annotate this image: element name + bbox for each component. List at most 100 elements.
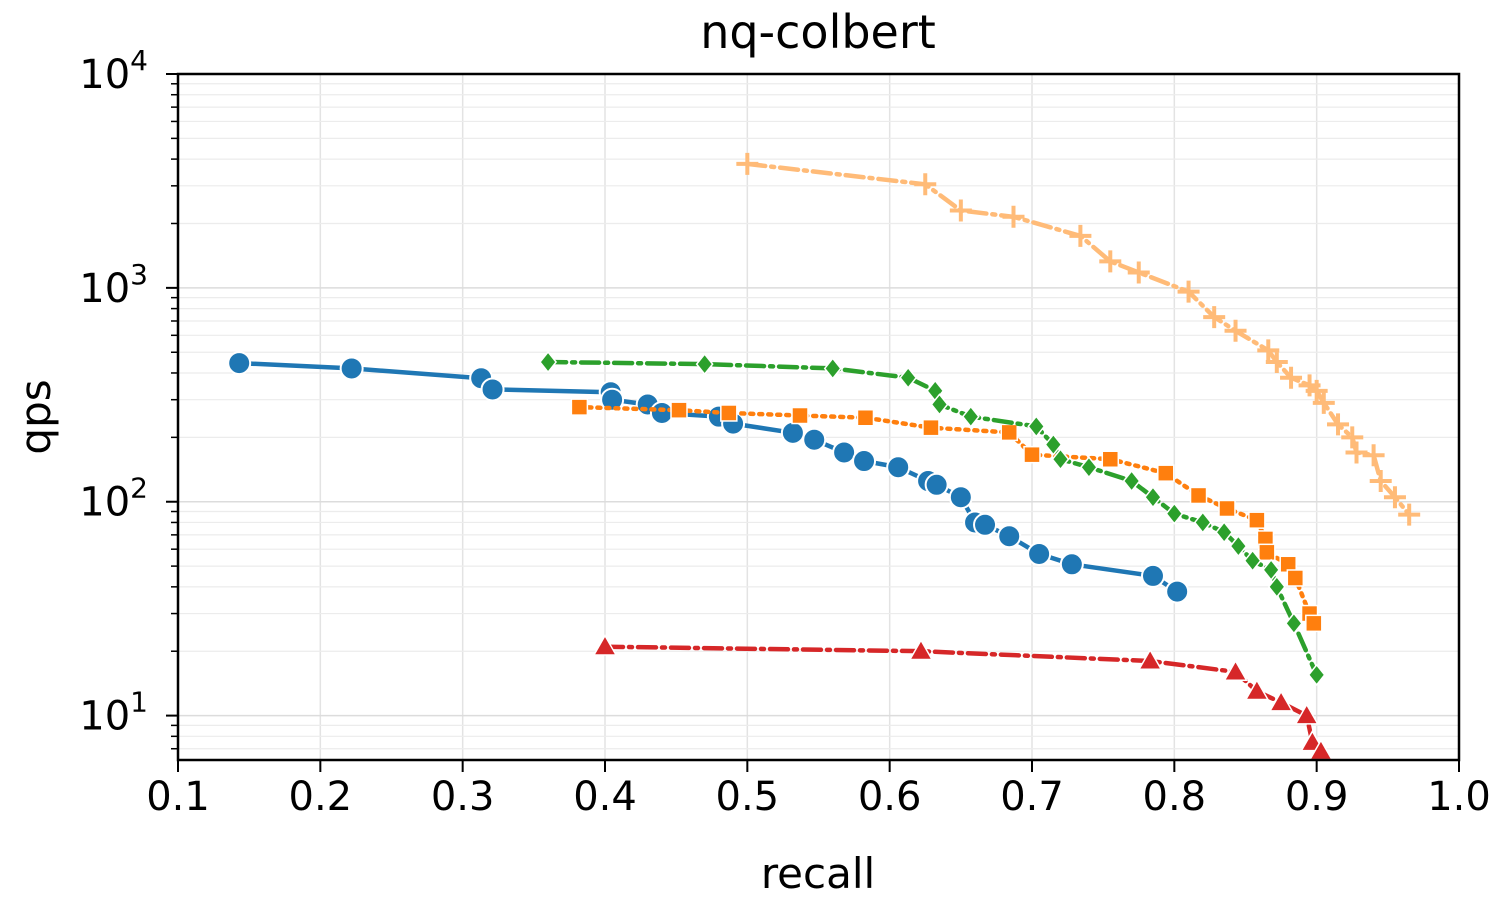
plot-frame — [176, 72, 1461, 762]
data-point — [1144, 486, 1162, 509]
data-point — [1023, 445, 1041, 464]
data-point — [1243, 549, 1262, 572]
data-point — [1262, 558, 1281, 582]
data-point — [1268, 690, 1294, 712]
data-point — [780, 420, 805, 445]
x-tick-label: 0.7 — [1000, 774, 1064, 820]
data-point — [1224, 319, 1247, 342]
data-point — [852, 449, 877, 474]
data-point — [973, 512, 998, 537]
data-point — [1079, 456, 1098, 479]
data-point — [736, 152, 759, 175]
data-point — [1027, 415, 1046, 438]
data-point — [570, 398, 589, 416]
data-point — [1307, 663, 1326, 687]
data-point — [600, 387, 625, 412]
data-point — [1165, 502, 1184, 525]
data-point — [924, 472, 949, 497]
data-point — [1345, 441, 1368, 464]
data-point — [1369, 470, 1392, 493]
data-point — [1305, 614, 1323, 633]
data-point — [922, 418, 940, 437]
data-point — [1203, 306, 1226, 329]
series-lightorange — [736, 152, 1421, 526]
data-point — [1051, 448, 1070, 471]
data-point — [1137, 648, 1163, 671]
chart-title: nq-colbert — [700, 5, 936, 59]
x-tick-label: 0.6 — [858, 774, 922, 820]
data-point — [908, 638, 934, 661]
x-tick-label: 0.9 — [1285, 774, 1349, 820]
data-point — [649, 400, 674, 425]
data-point — [930, 393, 949, 416]
y-axis-label: qps — [11, 379, 60, 454]
series-orange — [570, 398, 1323, 633]
y-tick-label: 104 — [79, 44, 148, 98]
data-point — [1257, 339, 1280, 362]
y-tick-label: 102 — [79, 472, 148, 526]
series-layer — [227, 152, 1421, 761]
data-point — [592, 634, 618, 656]
data-point — [1000, 423, 1018, 442]
series-line — [545, 359, 1319, 678]
series-red — [592, 634, 1334, 761]
data-point — [539, 350, 558, 374]
data-point — [1218, 499, 1236, 518]
data-point — [339, 356, 364, 381]
data-point — [1157, 464, 1175, 482]
data-point — [856, 408, 875, 427]
data-point — [480, 377, 505, 402]
x-tick-label: 0.1 — [146, 774, 210, 820]
data-point — [1101, 450, 1120, 468]
data-point — [1127, 261, 1150, 284]
x-tick-label: 0.8 — [1143, 774, 1207, 820]
data-point — [997, 524, 1022, 549]
x-tick-label: 0.2 — [289, 774, 353, 820]
data-point — [1223, 659, 1248, 681]
data-point — [961, 405, 980, 428]
data-point — [1215, 521, 1234, 544]
data-point — [1248, 511, 1266, 529]
data-point — [1059, 552, 1084, 577]
data-point — [670, 401, 688, 419]
data-point — [1177, 280, 1200, 303]
data-point — [1312, 391, 1335, 414]
x-axis-label: recall — [761, 849, 875, 898]
data-point — [695, 352, 714, 376]
data-point — [949, 199, 972, 222]
data-point — [1193, 511, 1212, 534]
data-point — [948, 485, 973, 510]
data-point — [1294, 703, 1319, 725]
series-green — [539, 350, 1326, 687]
data-point — [802, 427, 827, 452]
data-point — [1383, 486, 1406, 509]
data-point — [1244, 678, 1270, 701]
data-point — [1002, 205, 1025, 228]
ticks: 0.1 0.2 0.3 0.4 0.5 0.6 0.7 0.8 0.9 1.0 101 102 103 1… — [79, 44, 1491, 820]
data-point — [886, 455, 911, 480]
x-tick-label: 0.4 — [573, 774, 637, 820]
data-point — [1099, 250, 1122, 273]
x-tick-label: 0.3 — [431, 774, 495, 820]
data-point — [1284, 612, 1303, 635]
data-point — [823, 357, 842, 380]
data-point — [1280, 366, 1303, 389]
data-point — [1305, 379, 1328, 402]
data-point — [1044, 433, 1063, 456]
data-point — [1341, 426, 1364, 449]
data-point — [720, 404, 738, 422]
data-point — [914, 173, 937, 196]
data-point — [1267, 575, 1286, 599]
x-tick-label: 0.5 — [716, 774, 780, 820]
data-point — [1140, 563, 1165, 588]
y-tick-label: 103 — [79, 258, 148, 312]
data-point — [1398, 503, 1421, 526]
data-point — [1258, 543, 1276, 562]
data-point — [1069, 224, 1092, 247]
data-point — [832, 440, 857, 465]
data-point — [899, 366, 918, 389]
data-point — [1265, 351, 1288, 374]
data-point — [1122, 469, 1141, 493]
